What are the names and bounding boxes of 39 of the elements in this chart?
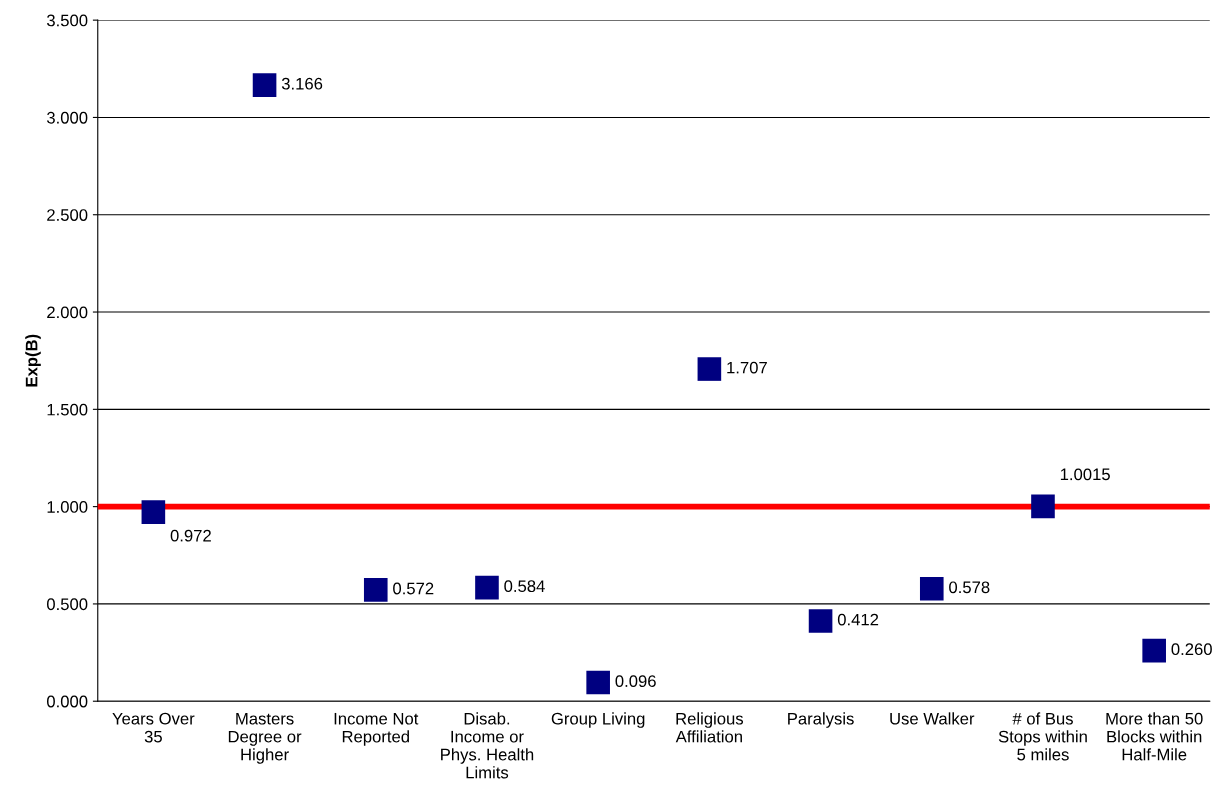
data-label: 0.096 [615, 675, 656, 688]
y-tick-label: 0.000 [46, 695, 88, 708]
y-tick-label: 1.500 [47, 403, 88, 416]
y-tick-label: 3.000 [46, 111, 88, 124]
point [697, 357, 722, 381]
x-tick-label: # of Bus Stops within 5 miles [998, 712, 1087, 761]
data-label: 0.572 [393, 582, 434, 595]
x-tick-label: Paralysis [788, 712, 854, 728]
point [919, 576, 944, 601]
x-tick-label: Use Walker [890, 712, 975, 725]
x-tick-label: Religious Affiliation [675, 712, 744, 743]
data-label: 0.260 [1171, 643, 1212, 656]
point [252, 73, 277, 97]
point [808, 609, 833, 633]
x-tick-label: More than 50 Blocks within Half-Mile [1106, 712, 1203, 761]
data-label: 1.707 [727, 361, 767, 374]
point [363, 578, 388, 602]
data-label: 1.0015 [1060, 468, 1110, 481]
point [475, 575, 499, 600]
y-tick-label: 2.000 [47, 306, 88, 319]
x-tick-label: Disab. Income or Phys. Health Limits [441, 712, 534, 779]
data-label: 0.972 [170, 529, 211, 542]
y-axis-title: Exp(B) [25, 334, 41, 387]
point [1031, 494, 1055, 519]
y-tick-label: 0.500 [46, 598, 88, 611]
data-label: 0.584 [504, 580, 545, 593]
point [141, 500, 166, 524]
point [586, 670, 610, 695]
point [1142, 638, 1166, 663]
data-label: 0.578 [949, 581, 990, 594]
y-tick-label: 1.000 [47, 501, 88, 513]
data-label: 3.166 [281, 77, 323, 90]
x-tick-label: Masters Degree or Higher [228, 712, 302, 764]
x-tick-label: Income Not Reported [334, 712, 419, 746]
data-label: 0.412 [837, 613, 879, 626]
y-tick-label: 3.500 [46, 14, 88, 27]
y-tick-label: 2.500 [47, 209, 88, 221]
x-tick-label: Group Living [551, 712, 645, 728]
x-tick-label: Years Over 35 [112, 712, 195, 743]
